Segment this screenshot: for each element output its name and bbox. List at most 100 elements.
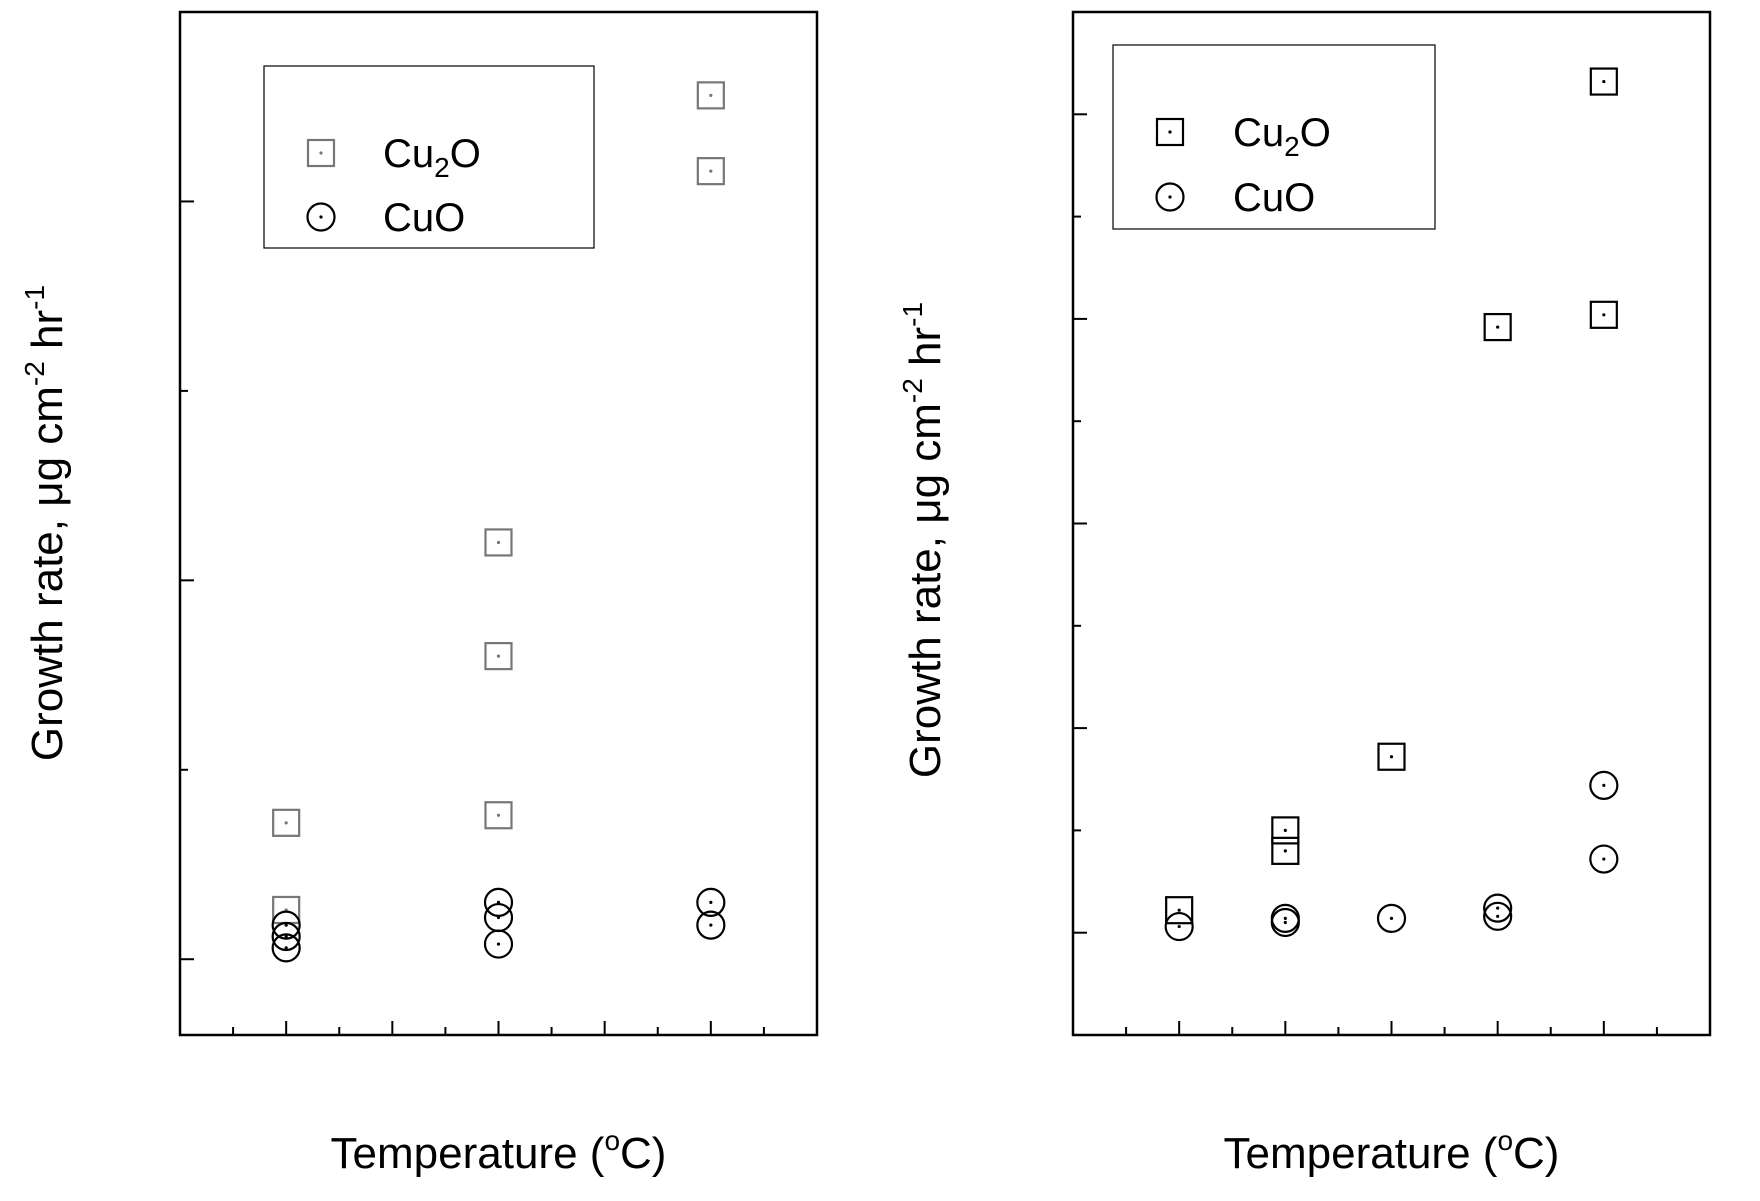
data-point-cuo — [1270, 907, 1300, 938]
marker-square-shape — [272, 808, 301, 837]
data-point-cuo — [483, 902, 514, 933]
data-point-cuo — [696, 910, 726, 940]
marker-center-dot — [319, 151, 323, 155]
marker-square-shape — [696, 157, 725, 186]
marker-square-shape — [696, 81, 725, 110]
legend-label-base: Cu — [383, 132, 434, 176]
data-point-cu2o — [1165, 896, 1194, 925]
x-axis-label: Temperature (oC) — [1224, 1125, 1560, 1178]
x-axis-label-rest: C) — [620, 1129, 666, 1178]
marker-center-dot — [1177, 924, 1181, 929]
legend-label-base: CuO — [1233, 176, 1315, 220]
y-axis-label-mid: hr — [23, 310, 72, 361]
marker-center-dot — [1602, 857, 1606, 861]
marker-circle-shape — [1483, 901, 1513, 931]
data-point-cu2o — [1483, 312, 1512, 342]
y-axis-label: Growth rate, μg cm-2 hr-1 — [897, 302, 950, 778]
legend-box — [1112, 44, 1436, 230]
data-point-cu2o — [696, 81, 725, 110]
marker-center-dot — [284, 821, 288, 825]
marker-square-shape — [1271, 816, 1300, 845]
marker-circle-shape — [1164, 911, 1194, 942]
data-point-cuo — [271, 910, 301, 940]
data-point-cu2o — [1271, 836, 1300, 865]
marker-square-shape — [306, 138, 336, 168]
legend-label-cuo: CuO — [383, 196, 465, 240]
marker-center-dot — [1389, 916, 1394, 920]
data-point-cu2o — [484, 801, 513, 830]
marker-circle-shape — [306, 202, 336, 232]
series-cuo — [1164, 770, 1619, 942]
legend-label-sub: 2 — [1284, 131, 1300, 162]
data-point-cuo — [271, 921, 301, 952]
data-point-cuo — [1589, 770, 1619, 800]
data-point-cuo — [483, 929, 514, 959]
legend-label-sub: 2 — [434, 152, 450, 183]
data-point-cuo — [1483, 893, 1513, 923]
marker-center-dot — [284, 923, 288, 927]
marker-square-shape — [1271, 836, 1300, 865]
marker-center-dot — [496, 540, 501, 545]
marker-circle-shape — [271, 910, 301, 940]
data-point-cuo — [696, 887, 726, 917]
legend-label-rest: O — [1300, 111, 1331, 155]
marker-center-dot — [1602, 79, 1606, 84]
x-axis-label-sup: o — [1497, 1125, 1513, 1156]
marker-center-dot — [1389, 755, 1394, 759]
marker-circle-shape — [1270, 907, 1300, 938]
marker-center-dot — [709, 169, 713, 173]
legend-label-cuo: CuO — [1233, 176, 1315, 220]
marker-circle-shape — [483, 929, 514, 959]
data-point-cu2o — [1589, 300, 1618, 329]
marker-center-dot — [496, 942, 501, 946]
marker-center-dot — [284, 946, 288, 950]
data-point-cuo — [483, 887, 514, 917]
legend-label-cu2o: Cu2O — [1233, 111, 1331, 162]
y-axis-label-sup: -2 — [897, 378, 928, 403]
marker-square-shape — [1165, 896, 1194, 925]
marker-circle-shape — [271, 921, 301, 952]
marker-center-dot — [1168, 130, 1172, 134]
legend-marker-cu2o — [1155, 117, 1185, 147]
marker-circle-shape — [1155, 182, 1185, 212]
y-axis-label-mid: hr — [901, 327, 950, 378]
marker-circle-shape — [696, 887, 726, 917]
data-point-cu2o — [272, 808, 301, 837]
data-point-cu2o — [1377, 742, 1406, 771]
x-axis-label-sup: o — [604, 1125, 620, 1156]
marker-center-dot — [1283, 920, 1287, 925]
marker-center-dot — [1496, 906, 1500, 910]
marker-circle-shape — [1483, 893, 1513, 923]
data-point-cuo — [1483, 901, 1513, 931]
marker-center-dot — [1496, 325, 1500, 329]
marker-center-dot — [1602, 783, 1606, 787]
marker-center-dot — [709, 923, 713, 927]
marker-center-dot — [1168, 195, 1172, 199]
data-point-cuo — [1589, 844, 1619, 874]
marker-center-dot — [1496, 914, 1500, 918]
marker-center-dot — [496, 813, 501, 817]
marker-center-dot — [1177, 908, 1181, 912]
legend-label-base: Cu — [1233, 111, 1284, 155]
legend-label-rest: O — [450, 132, 481, 176]
legend-box — [263, 65, 595, 249]
marker-square-shape — [1589, 67, 1618, 96]
y-axis-label-sup: -1 — [19, 285, 50, 310]
x-axis-label-base: Temperature ( — [331, 1129, 605, 1178]
legend-label-base: CuO — [383, 196, 465, 240]
data-point-cu2o — [484, 528, 513, 557]
marker-square-shape — [484, 528, 513, 557]
legend-marker-cuo — [306, 202, 336, 232]
y-axis-label-sup: -2 — [19, 361, 50, 386]
marker-square-shape — [1589, 300, 1618, 329]
data-point-cu2o — [1271, 816, 1300, 845]
series-cu2o — [1165, 67, 1618, 925]
data-point-cuo — [1376, 903, 1407, 933]
marker-circle-shape — [696, 910, 726, 940]
marker-center-dot — [1602, 313, 1606, 317]
y-axis-label-base: Growth rate, μg cm — [901, 403, 950, 778]
marker-square-shape — [1155, 117, 1185, 147]
data-point-cuo — [1164, 911, 1194, 942]
